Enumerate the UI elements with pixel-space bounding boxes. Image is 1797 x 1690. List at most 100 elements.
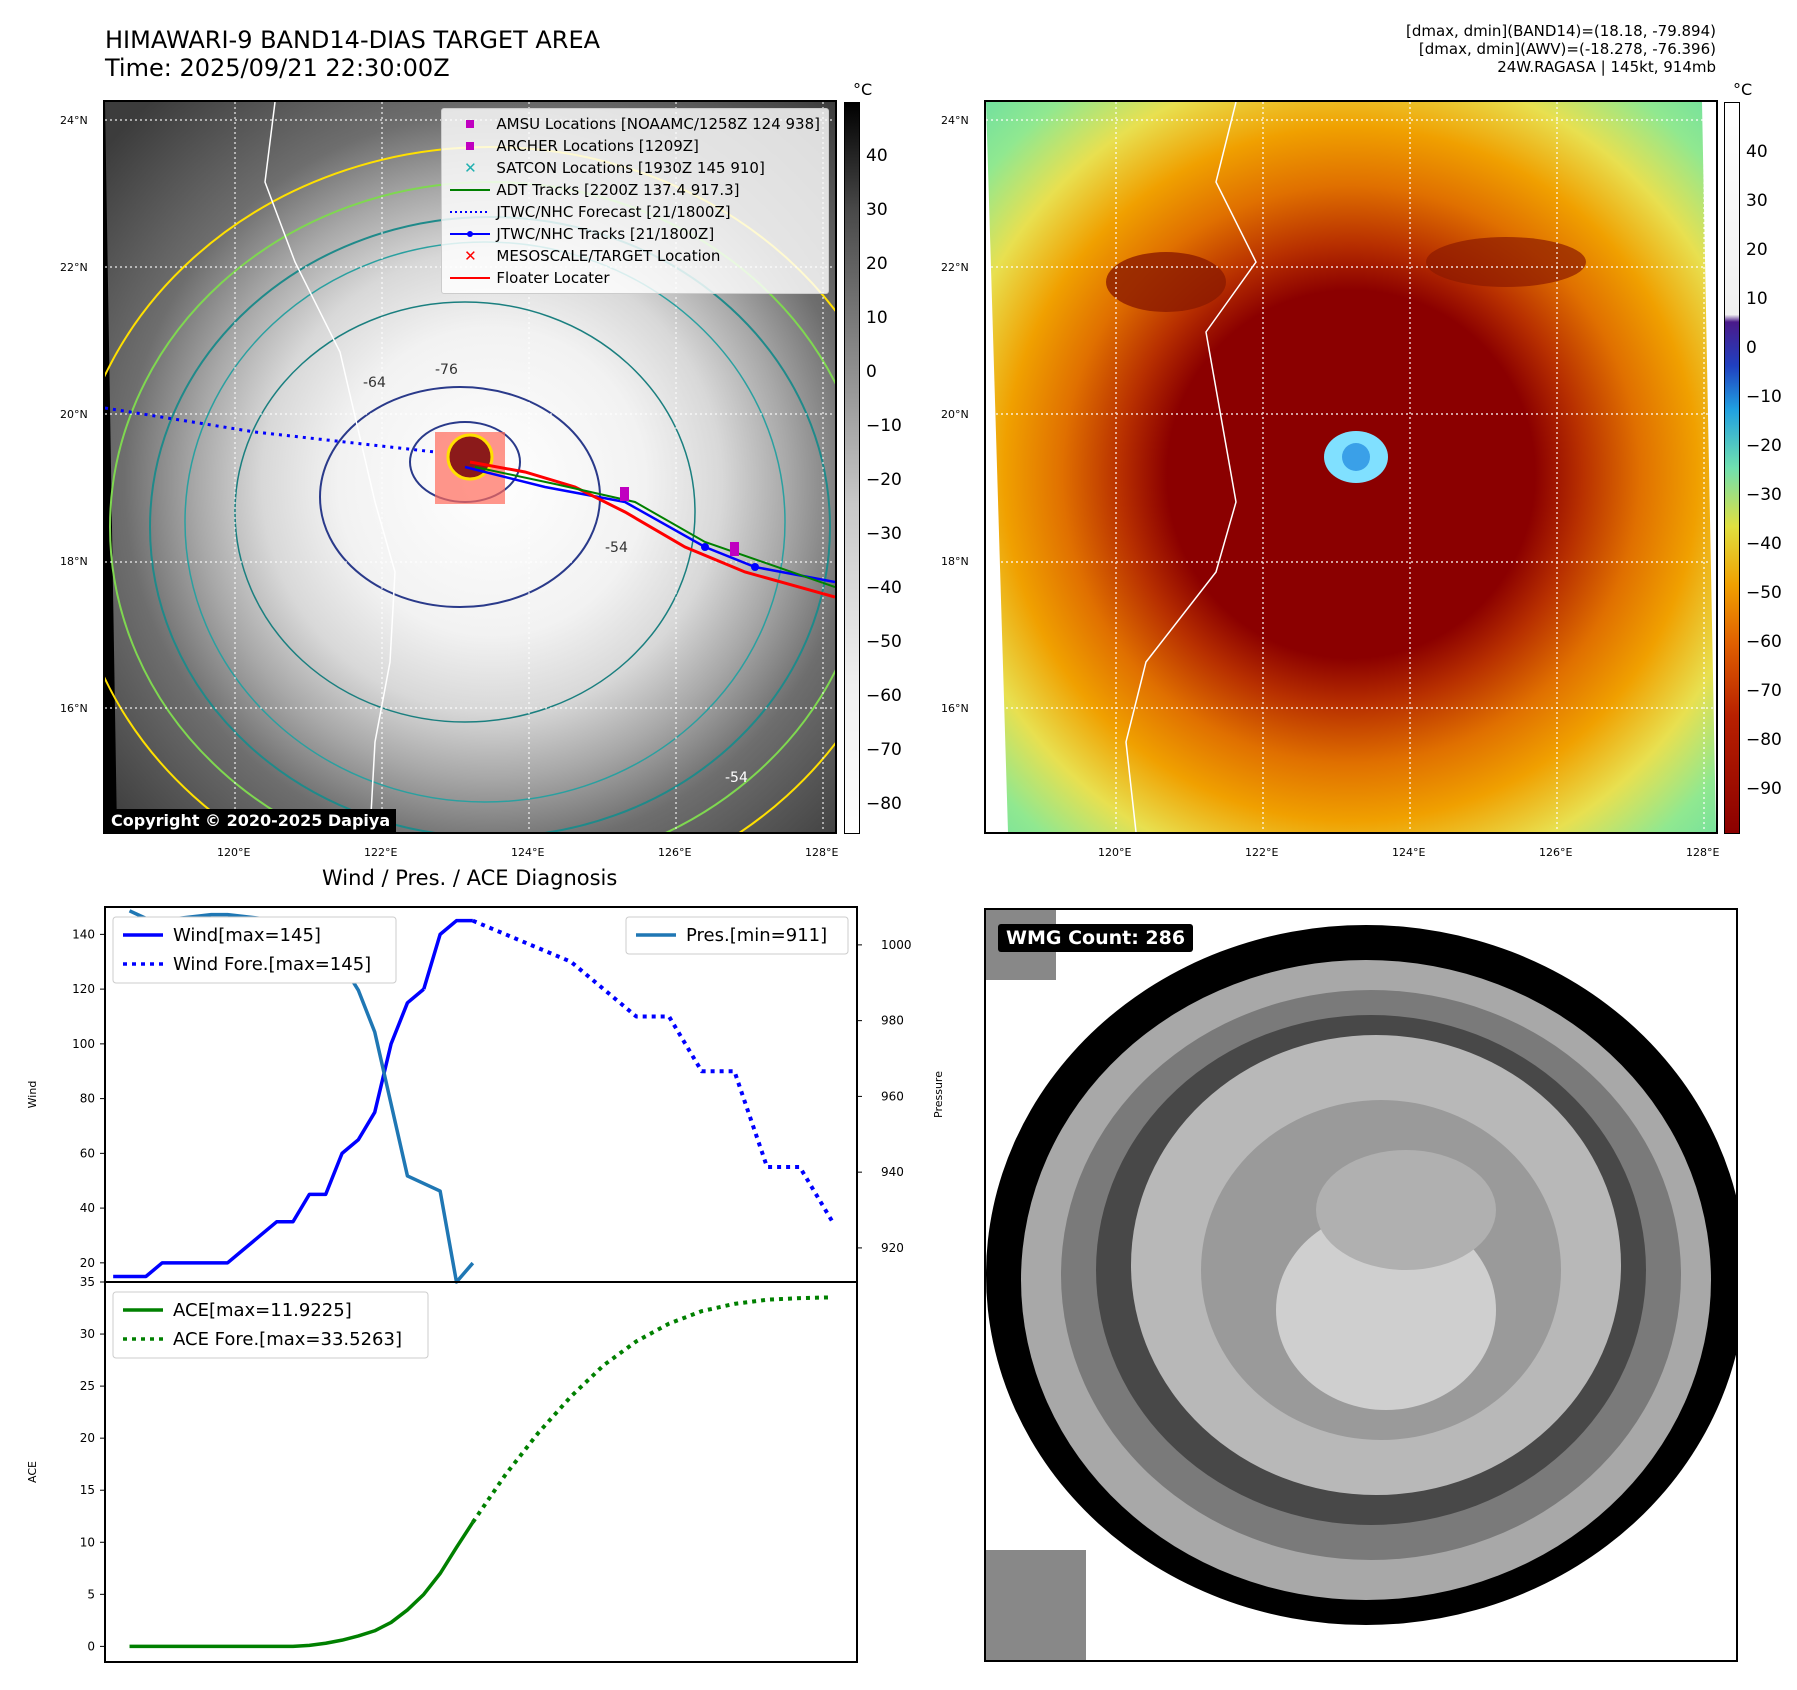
legend-label: AMSU Locations [NOAAMC/1258Z 124 938] — [496, 115, 820, 133]
lon-tick: 122°E — [1245, 846, 1279, 859]
lat-tick: 20°N — [60, 408, 88, 421]
legend-box — [625, 916, 849, 955]
wmg-panel: WMG Count: 286 — [984, 908, 1738, 1662]
legend-item: JTWC/NHC Tracks [21/1800Z] — [450, 223, 820, 245]
y-right-tick-label: 1000 — [881, 938, 912, 952]
map-legend: AMSU Locations [NOAAMC/1258Z 124 938] AR… — [441, 108, 829, 294]
series-line — [472, 918, 835, 1223]
legend-label: ACE[max=11.9225] — [173, 1300, 352, 1321]
title-line-1: HIMAWARI-9 BAND14-DIAS TARGET AREA — [105, 26, 601, 54]
colorbar-tick-label: −90 — [1746, 779, 1782, 799]
legend-item: AMSU Locations [NOAAMC/1258Z 124 938] — [450, 113, 820, 135]
info-line-3: 24W.RAGASA | 145kt, 914mb — [1497, 58, 1716, 76]
y-tick-label: 10 — [80, 1535, 95, 1549]
contour-label: -76 — [435, 362, 458, 378]
ir-map-panel: -54 -64 -76 -54 AMSU Locations [NOAAMC/1… — [103, 100, 837, 834]
legend-item: ✕ SATCON Locations [1930Z 145 910] — [450, 157, 820, 179]
legend-label: ADT Tracks [2200Z 137.4 917.3] — [496, 181, 740, 199]
lat-tick: 20°N — [941, 408, 969, 421]
colorbar-tick-label: 30 — [1746, 191, 1768, 211]
colorbar-tick-label: −10 — [1746, 387, 1782, 407]
lon-tick: 128°E — [1686, 846, 1720, 859]
y-right-tick-label: 920 — [881, 1241, 904, 1255]
legend-label: MESOSCALE/TARGET Location — [496, 247, 721, 265]
contour-label: -54 — [605, 540, 628, 556]
lat-tick: 22°N — [941, 261, 969, 274]
colorbar-tick-label: −80 — [1746, 730, 1782, 750]
lon-tick: 126°E — [1539, 846, 1573, 859]
colorbar-tick-label: 20 — [1746, 240, 1768, 260]
y-tick-label: 120 — [72, 982, 95, 996]
y-tick-label: 140 — [72, 927, 95, 941]
solid-line-icon — [450, 189, 491, 191]
legend-label: ARCHER Locations [1209Z] — [496, 137, 699, 155]
dotted-line-icon — [450, 211, 491, 213]
legend-item: ARCHER Locations [1209Z] — [450, 135, 820, 157]
colorbar-unit: °C — [853, 80, 873, 99]
y-tick-label: 35 — [80, 1275, 95, 1289]
lon-tick: 126°E — [658, 846, 692, 859]
y-right-tick-label: 940 — [881, 1165, 904, 1179]
series-line — [471, 1295, 833, 1524]
colorbar-tick-label: −60 — [1746, 632, 1782, 652]
main-title: HIMAWARI-9 BAND14-DIAS TARGET AREA Time:… — [105, 26, 600, 82]
lon-tick: 124°E — [1392, 846, 1426, 859]
colorbar-tick-label: −50 — [1746, 583, 1782, 603]
colorbar-tick-label: −80 — [866, 794, 902, 814]
lon-tick: 128°E — [805, 846, 839, 859]
legend-item: ADT Tracks [2200Z 137.4 917.3] — [450, 179, 820, 201]
y-tick-label: 15 — [80, 1483, 95, 1497]
y-tick-label: 30 — [80, 1327, 95, 1341]
y-tick-label: 20 — [80, 1256, 95, 1270]
colorbar-tick-label: −10 — [866, 416, 902, 436]
legend-label: ACE Fore.[max=33.5263] — [173, 1329, 402, 1350]
info-line-2: [dmax, dmin](AWV)=(-18.278, -76.396) — [1418, 40, 1716, 58]
lat-tick: 16°N — [941, 702, 969, 715]
diagnosis-chart: 20406080100120140Wind9209409609801000Pre… — [26, 906, 945, 1663]
contour-label: -64 — [363, 375, 386, 391]
square-marker-icon — [466, 120, 475, 128]
wmg-count-label: WMG Count: 286 — [998, 924, 1194, 952]
svg-text:-54: -54 — [725, 770, 748, 786]
legend-item: ✕ MESOSCALE/TARGET Location — [450, 245, 820, 267]
lat-tick: 22°N — [60, 261, 88, 274]
legend-label: JTWC/NHC Tracks [21/1800Z] — [496, 225, 715, 243]
y-right-tick-label: 960 — [881, 1089, 904, 1103]
color-map-panel — [984, 100, 1718, 834]
square-marker-icon — [466, 142, 475, 150]
colorbar-tick-label: 20 — [866, 254, 888, 274]
title-line-2: Time: 2025/09/21 22:30:00Z — [105, 54, 450, 82]
legend-label: Floater Locater — [496, 269, 610, 287]
colorbar-tick-label: 0 — [866, 362, 877, 382]
legend-label: SATCON Locations [1930Z 145 910] — [496, 159, 765, 177]
lat-tick: 16°N — [60, 702, 88, 715]
legend-box — [112, 916, 397, 984]
colorbar-tick-label: 40 — [866, 146, 888, 166]
series-line — [113, 987, 425, 1279]
colorbar-color — [1724, 102, 1740, 834]
y-tick-label: 100 — [72, 1037, 95, 1051]
lon-tick: 120°E — [217, 846, 251, 859]
colorbar-tick-label: −60 — [866, 686, 902, 706]
lat-tick: 18°N — [60, 555, 88, 568]
legend-label: JTWC/NHC Forecast [21/1800Z] — [496, 203, 731, 221]
colorbar-tick-label: −40 — [866, 578, 902, 598]
lat-tick: 24°N — [941, 114, 969, 127]
info-block: [dmax, dmin](BAND14)=(18.18, -79.894) [d… — [1406, 22, 1716, 76]
colorbar-tick-label: −30 — [866, 524, 902, 544]
legend-label: Wind[max=145] — [173, 925, 321, 946]
legend-box — [112, 1291, 429, 1359]
y-tick-label: 40 — [80, 1201, 95, 1215]
colorbar-gray — [844, 102, 860, 834]
lat-tick: 24°N — [60, 114, 88, 127]
info-line-1: [dmax, dmin](BAND14)=(18.18, -79.894) — [1405, 22, 1716, 40]
legend-item: Floater Locater — [450, 267, 820, 289]
y-tick-label: 0 — [87, 1639, 95, 1653]
colorbar-tick-label: 40 — [1746, 142, 1768, 162]
y-right-tick-label: 980 — [881, 1014, 904, 1028]
colorbar-unit: °C — [1733, 80, 1753, 99]
colorbar-tick-label: −70 — [866, 740, 902, 760]
colorbar-tick-label: 10 — [866, 308, 888, 328]
colorbar-tick-label: −20 — [1746, 436, 1782, 456]
wmg-image — [986, 910, 1736, 1660]
